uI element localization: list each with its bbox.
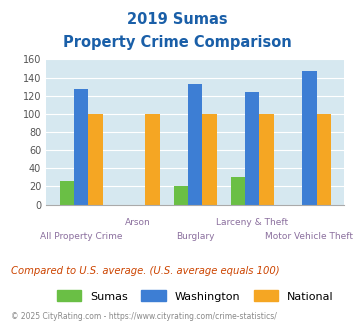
Text: © 2025 CityRating.com - https://www.cityrating.com/crime-statistics/: © 2025 CityRating.com - https://www.city… (11, 312, 277, 321)
Legend: Sumas, Washington, National: Sumas, Washington, National (53, 286, 338, 306)
Bar (174, 186, 188, 205)
Bar (245, 92, 260, 205)
Bar (231, 178, 245, 205)
Text: All Property Crime: All Property Crime (40, 232, 122, 241)
Text: Arson: Arson (125, 218, 151, 227)
Bar (60, 181, 74, 205)
Bar (145, 114, 160, 205)
Bar (88, 114, 103, 205)
Bar (302, 71, 317, 205)
Bar (260, 114, 274, 205)
Bar (188, 84, 202, 205)
Bar (317, 114, 331, 205)
Text: Burglary: Burglary (176, 232, 214, 241)
Text: Motor Vehicle Theft: Motor Vehicle Theft (266, 232, 353, 241)
Text: Property Crime Comparison: Property Crime Comparison (63, 35, 292, 50)
Text: Compared to U.S. average. (U.S. average equals 100): Compared to U.S. average. (U.S. average … (11, 266, 279, 276)
Text: 2019 Sumas: 2019 Sumas (127, 12, 228, 26)
Text: Larceny & Theft: Larceny & Theft (216, 218, 288, 227)
Bar (74, 89, 88, 205)
Bar (202, 114, 217, 205)
